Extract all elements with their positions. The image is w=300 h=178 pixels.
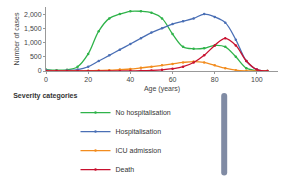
svg-text:1,000: 1,000 (24, 39, 42, 46)
svg-text:Death: Death (116, 166, 135, 173)
svg-text:Severity categories: Severity categories (13, 92, 77, 100)
svg-text:500: 500 (30, 53, 42, 60)
svg-text:Number of cases: Number of cases (13, 12, 20, 65)
svg-text:No hospitalisation: No hospitalisation (116, 109, 171, 117)
svg-text:ICU admission: ICU admission (116, 147, 162, 154)
svg-text:40: 40 (126, 76, 134, 83)
svg-text:Hospitalisation: Hospitalisation (116, 128, 162, 136)
svg-text:2,000: 2,000 (24, 11, 42, 18)
svg-text:60: 60 (169, 76, 177, 83)
svg-text:Age (years): Age (years) (144, 85, 180, 93)
svg-text:0: 0 (44, 76, 48, 83)
svg-text:100: 100 (251, 76, 263, 83)
svg-text:20: 20 (84, 76, 92, 83)
svg-text:1,500: 1,500 (24, 25, 42, 32)
svg-text:0: 0 (38, 67, 42, 74)
svg-text:80: 80 (211, 76, 219, 83)
